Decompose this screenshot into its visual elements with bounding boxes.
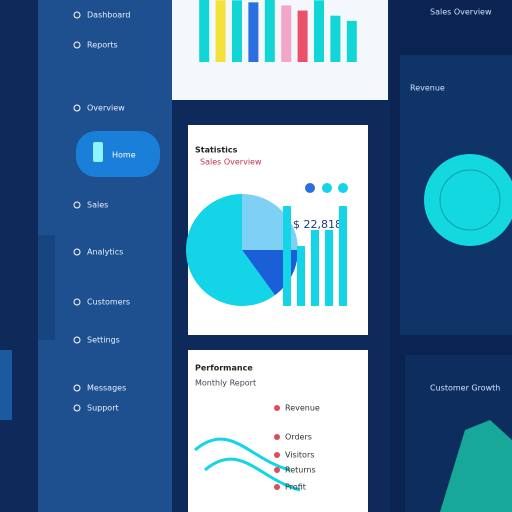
- sidebar-strip: [38, 235, 55, 340]
- row-label: Revenue: [285, 404, 320, 413]
- card-title: Customer Growth: [430, 384, 500, 393]
- nav-item[interactable]: Overview: [87, 104, 125, 113]
- row-dot: [274, 484, 280, 490]
- bar: [215, 0, 226, 63]
- nav-item[interactable]: Customers: [87, 298, 130, 307]
- line-decoration: [194, 437, 301, 492]
- bar: [325, 230, 333, 306]
- gauge: [424, 154, 512, 246]
- pie-slice: [186, 194, 275, 306]
- row-label: Orders: [285, 433, 312, 442]
- row-label: Returns: [285, 466, 316, 475]
- bar: [264, 0, 275, 62]
- bar: [314, 0, 324, 63]
- edge-strip: [0, 350, 12, 420]
- nav-item[interactable]: Reports: [87, 41, 118, 50]
- bar: [232, 0, 242, 63]
- row-dot: [274, 467, 280, 473]
- nav-item[interactable]: Sales: [87, 201, 108, 210]
- nav-icon: [73, 248, 81, 256]
- bar: [281, 5, 292, 63]
- bar: [248, 2, 259, 62]
- mountain-shape: [440, 420, 512, 512]
- bar: [330, 15, 341, 62]
- nav-item[interactable]: Support: [87, 404, 119, 413]
- legend-dot: [322, 183, 332, 193]
- bar: [283, 206, 291, 306]
- legend-dot: [305, 183, 315, 193]
- bar: [297, 10, 308, 63]
- panel-subtitle: Sales Overview: [200, 158, 262, 167]
- bar: [297, 246, 305, 306]
- amount: $ 22,818: [293, 218, 342, 231]
- nav-icon: [73, 336, 81, 344]
- nav-icon: [73, 384, 81, 392]
- panel-subtitle: Monthly Report: [195, 379, 256, 388]
- card-title: Revenue: [410, 84, 445, 93]
- nav-item[interactable]: Dashboard: [87, 11, 130, 20]
- panel-title: Performance: [195, 364, 253, 373]
- nav-icon: [73, 404, 81, 412]
- legend-dot: [338, 183, 348, 193]
- bar: [339, 206, 347, 306]
- active-icon: [93, 142, 103, 162]
- bar: [311, 230, 319, 306]
- nav-icon: [73, 11, 81, 19]
- active-label[interactable]: Home: [112, 151, 136, 160]
- row-dot: [274, 405, 280, 411]
- nav-icon: [73, 201, 81, 209]
- bar: [346, 20, 357, 62]
- sidebar: [38, 0, 172, 512]
- panel-title: Statistics: [195, 146, 238, 155]
- bar: [199, 0, 210, 62]
- nav-item[interactable]: Settings: [87, 336, 120, 345]
- nav-item[interactable]: Analytics: [87, 248, 123, 257]
- row-label: Visitors: [285, 451, 314, 460]
- row-label: Profit: [285, 483, 306, 492]
- nav-icon: [73, 104, 81, 112]
- row-dot: [274, 452, 280, 458]
- nav-icon: [73, 41, 81, 49]
- nav-icon: [73, 298, 81, 306]
- gauge-ring: [439, 169, 501, 231]
- nav-item[interactable]: Messages: [87, 384, 126, 393]
- right-title: Sales Overview: [430, 8, 492, 17]
- row-dot: [274, 434, 280, 440]
